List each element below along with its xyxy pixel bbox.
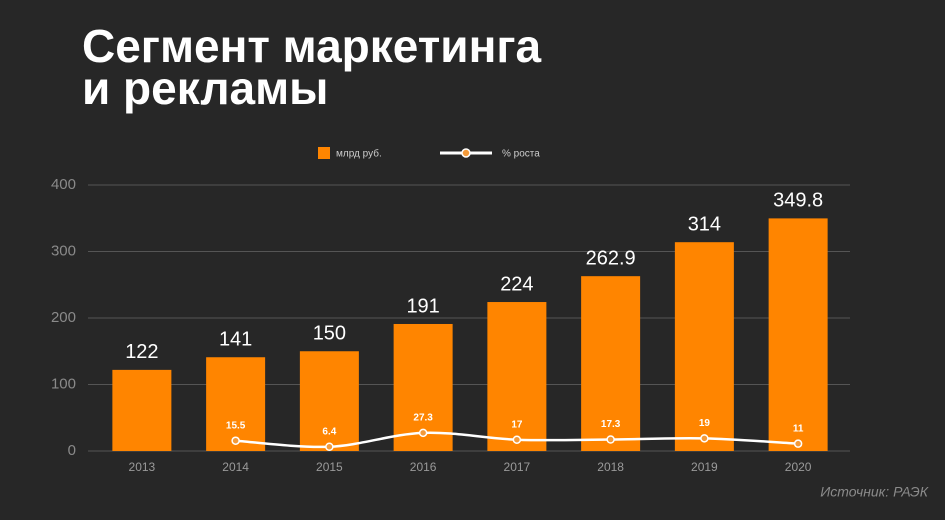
data-label: 349.8	[773, 190, 823, 212]
y-tick-label: 400	[51, 176, 76, 193]
y-tick-label: 0	[68, 442, 76, 459]
line-marker	[418, 428, 428, 438]
data-label: 191	[406, 295, 439, 317]
data-label: 150	[313, 323, 346, 345]
x-tick-label: 2016	[410, 460, 437, 474]
chart-title: Сегмент маркетинга	[82, 20, 542, 72]
legend-label: млрд руб.	[336, 148, 382, 160]
line-marker	[231, 436, 240, 445]
data-label: 122	[125, 341, 158, 363]
data-label: 15.5	[226, 420, 246, 431]
y-tick-label: 200	[51, 309, 76, 326]
data-label: 6.4	[322, 426, 336, 437]
data-label: 224	[500, 273, 533, 295]
bar	[112, 369, 172, 451]
legend-swatch	[318, 147, 330, 159]
line-marker	[512, 435, 522, 444]
x-tick-label: 2014	[222, 460, 249, 474]
y-tick-label: 100	[51, 375, 76, 392]
data-label: 27.3	[413, 412, 433, 423]
chart-title: и рекламы	[82, 62, 328, 114]
y-tick-label: 300	[51, 242, 76, 259]
bar	[674, 242, 734, 451]
bar	[206, 357, 266, 451]
source: Источник: РАЭК	[820, 484, 928, 500]
data-label: 19	[699, 418, 711, 429]
x-tick-label: 2013	[129, 460, 156, 474]
data-label: 11	[793, 423, 804, 434]
legend-marker	[461, 148, 471, 158]
data-label: 17	[511, 419, 523, 430]
bar	[299, 351, 359, 451]
legend-label: % роста	[502, 149, 540, 160]
line-marker	[700, 434, 709, 443]
x-tick-label: 2017	[504, 460, 531, 474]
bar	[487, 302, 547, 451]
bar	[768, 218, 828, 451]
x-tick-label: 2019	[691, 460, 718, 474]
data-label: 141	[219, 329, 252, 351]
data-label: 262.9	[586, 247, 636, 269]
bar	[581, 276, 641, 451]
data-label: 314	[688, 213, 721, 235]
line-marker	[325, 442, 334, 451]
x-tick-label: 2020	[785, 460, 812, 474]
x-tick-label: 2015	[316, 460, 343, 474]
line-marker	[793, 439, 803, 448]
x-tick-label: 2018	[597, 460, 624, 474]
data-label: 17.3	[601, 419, 621, 430]
line-marker	[606, 435, 615, 444]
